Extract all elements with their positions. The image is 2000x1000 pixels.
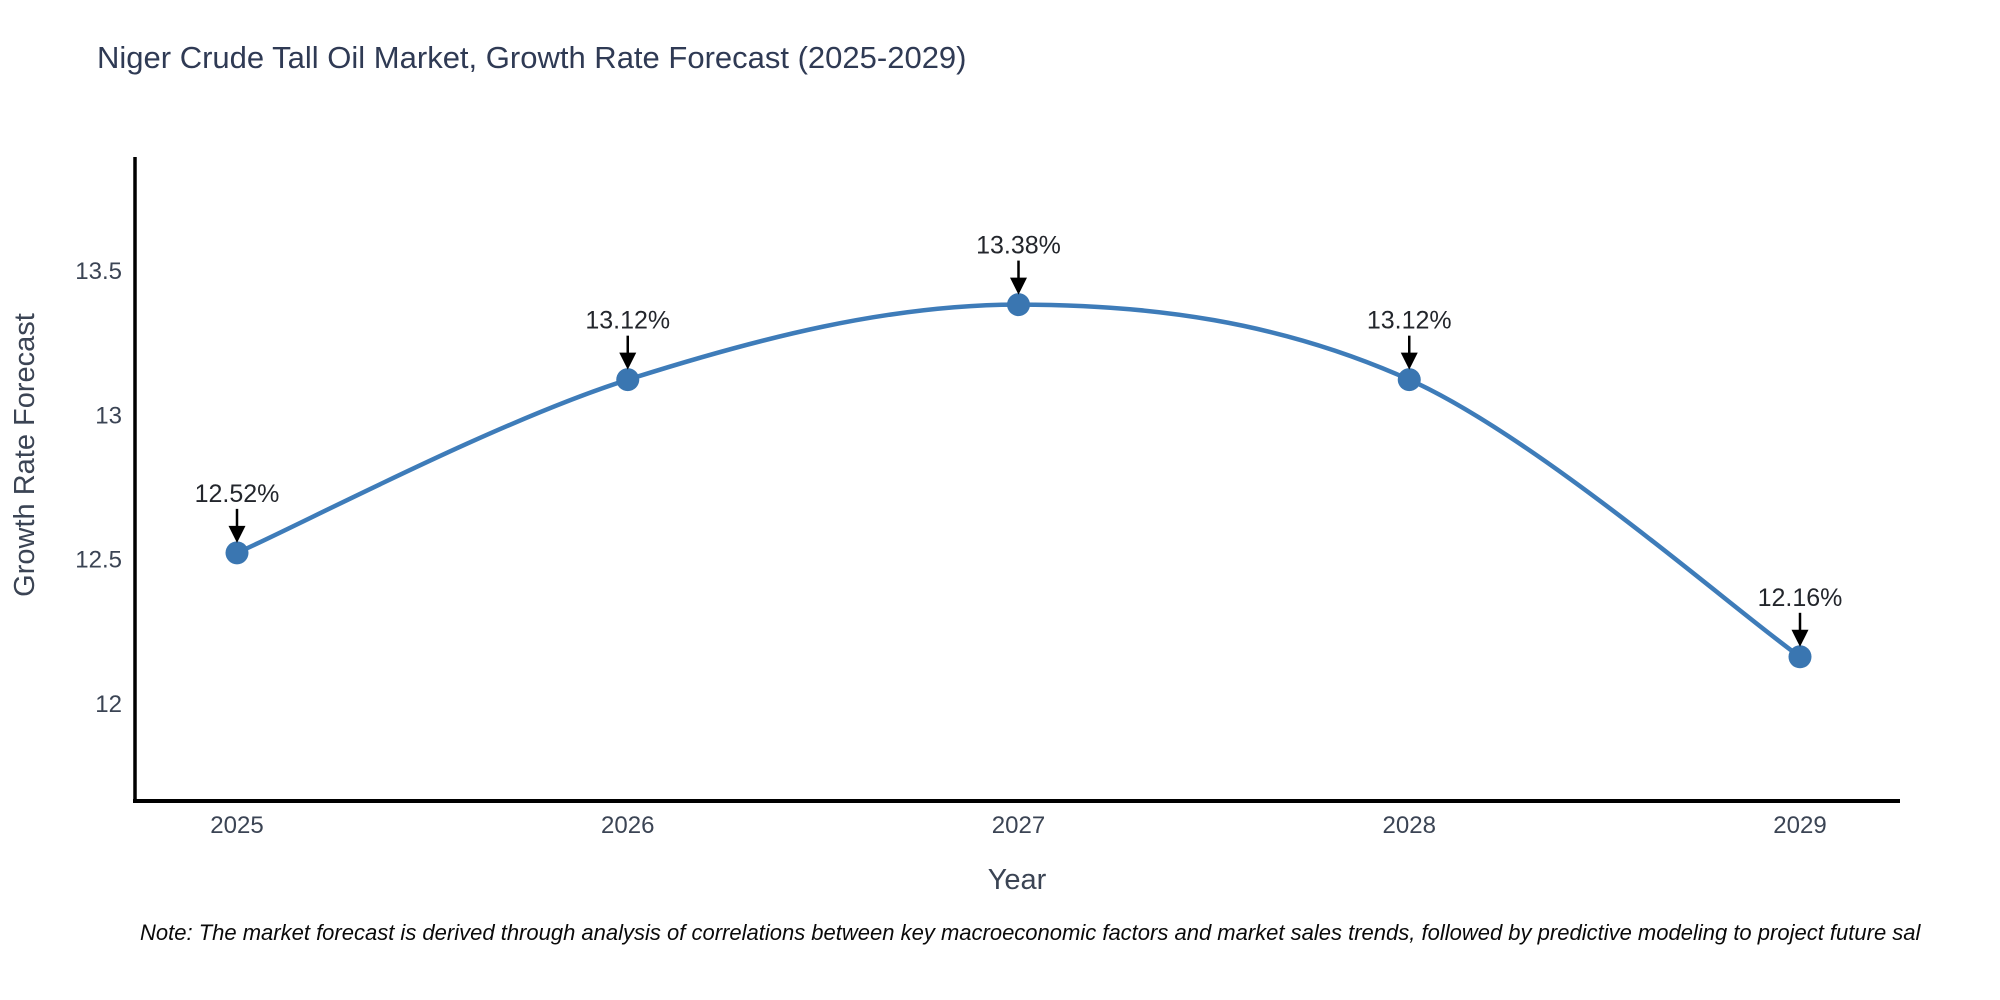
point-label-2027: 13.38%: [976, 232, 1061, 260]
point-label-2028: 13.12%: [1367, 307, 1452, 335]
annotation-arrow-head: [228, 525, 246, 543]
x-tick-label: 2029: [1773, 812, 1826, 839]
series-line: [234, 302, 1803, 660]
point-label-2029: 12.16%: [1758, 584, 1843, 612]
x-tick-label: 2025: [210, 812, 263, 839]
x-tick-label: 2028: [1383, 812, 1436, 839]
y-axis-tick-labels: 13.5 13 12.5 12: [75, 258, 122, 718]
data-point-marker-2028: [1397, 368, 1421, 392]
annotation-arrow-head: [1400, 352, 1418, 370]
annotation-arrow-head: [1791, 629, 1809, 647]
y-tick-label: 12.5: [75, 547, 122, 574]
data-point-marker-2027: [1007, 293, 1030, 317]
y-tick-label: 12: [95, 691, 122, 718]
chart-title: Niger Crude Tall Oil Market, Growth Rate…: [97, 40, 967, 75]
point-annotations: 12.52% 13.12% 13.38% 13.12% 12.16%: [195, 232, 1843, 647]
footnote: Note: The market forecast is derived thr…: [140, 920, 1922, 945]
data-point-marker-2025: [225, 541, 249, 565]
y-axis-title: Growth Rate Forecast: [9, 313, 41, 597]
point-label-2026: 13.12%: [585, 307, 670, 335]
x-tick-label: 2027: [992, 812, 1045, 839]
x-tick-label: 2026: [601, 812, 654, 839]
y-tick-label: 13.5: [75, 258, 122, 285]
y-tick-label: 13: [95, 402, 122, 429]
point-label-2025: 12.52%: [195, 480, 280, 508]
annotation-arrow-head: [619, 352, 637, 370]
x-axis-title: Year: [988, 864, 1047, 896]
data-point-marker-2026: [616, 368, 640, 392]
x-axis-tick-labels: 2025 2026 2027 2028 2029: [210, 812, 1826, 839]
data-point-marker-2029: [1788, 645, 1812, 669]
annotation-arrow-head: [1010, 277, 1027, 295]
data-point-markers: [225, 293, 1812, 669]
